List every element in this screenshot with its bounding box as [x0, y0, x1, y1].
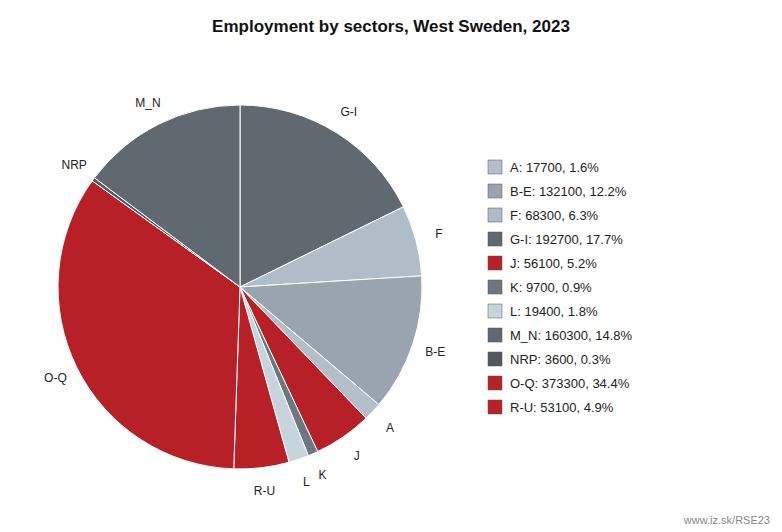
legend-swatch	[488, 184, 502, 198]
legend-swatch	[488, 208, 502, 222]
slice	[234, 287, 289, 469]
slice-label: L	[303, 475, 310, 489]
chart: Employment by sectors, West Sweden, 2023…	[0, 0, 782, 532]
legend-swatch	[488, 232, 502, 246]
pie	[58, 105, 422, 469]
legend-swatch	[488, 280, 502, 294]
legend-swatch	[488, 352, 502, 366]
slice-label: A	[386, 421, 394, 435]
watermark: www.iz.sk/RSE23	[683, 514, 770, 526]
slice	[94, 105, 240, 287]
slice-label: NRP	[62, 158, 87, 172]
legend-label: B-E: 132100, 12.2%	[510, 184, 627, 199]
slice-label: F	[435, 227, 442, 241]
legend-label: O-Q: 373300, 34.4%	[510, 376, 630, 391]
background	[0, 0, 782, 532]
legend-swatch	[488, 328, 502, 342]
slice-label: G-I	[340, 105, 357, 119]
slice-labels: G-I F B-E A J KL R-U O-Q NRP M_N	[44, 96, 445, 498]
slice-label: M_N	[135, 96, 160, 110]
legend-swatch	[488, 160, 502, 174]
legend-label: A: 17700, 1.6%	[510, 160, 599, 175]
slice-label: K	[319, 468, 327, 482]
legend-label: NRP: 3600, 0.3%	[510, 352, 611, 367]
legend-swatch	[488, 400, 502, 414]
legend-swatch	[488, 376, 502, 390]
legend-label: K: 9700, 0.9%	[510, 280, 592, 295]
legend-label: R-U: 53100, 4.9%	[510, 400, 614, 415]
legend-label: F: 68300, 6.3%	[510, 208, 599, 223]
legend-label: G-I: 192700, 17.7%	[510, 232, 623, 247]
legend-label: M_N: 160300, 14.8%	[510, 328, 633, 343]
title: Employment by sectors, West Sweden, 2023	[212, 17, 570, 36]
legend-label: L: 19400, 1.8%	[510, 304, 598, 319]
slice-label: J	[354, 449, 360, 463]
slice-label: B-E	[425, 345, 445, 359]
slice	[240, 207, 422, 287]
legend: A: 17700, 1.6% B-E: 132100, 12.2% F: 68300…	[488, 160, 633, 415]
legend-swatch	[488, 304, 502, 318]
legend-swatch	[488, 256, 502, 270]
legend-label: J: 56100, 5.2%	[510, 256, 597, 271]
slice-label: O-Q	[44, 371, 67, 385]
slice-label: R-U	[254, 484, 275, 498]
